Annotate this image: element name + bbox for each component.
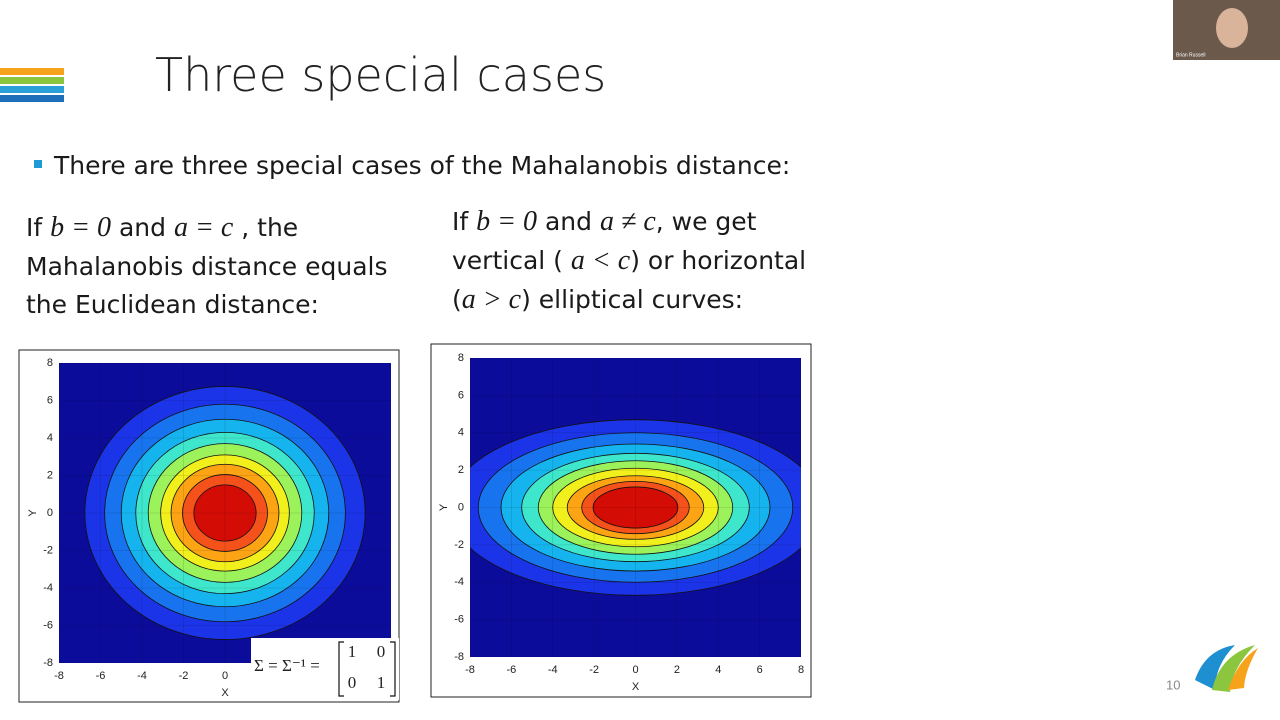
x-tick-label: -4	[548, 664, 558, 676]
y-axis-label: Y	[27, 509, 39, 517]
text: and	[537, 207, 600, 236]
y-tick-label: 0	[47, 507, 53, 519]
text: If	[452, 207, 477, 236]
matrix-entry: 1	[377, 673, 386, 692]
plot-area	[59, 363, 391, 663]
x-tick-label: 6	[757, 664, 763, 676]
x-tick-label: -6	[96, 670, 106, 682]
x-tick-label: -8	[54, 670, 64, 682]
logo-leaf	[1228, 648, 1258, 690]
matrix-bracket	[338, 641, 396, 697]
plot-area	[470, 358, 801, 657]
y-tick-label: -6	[454, 614, 464, 626]
text-line: the Euclidean distance:	[26, 290, 319, 319]
math: a < c	[570, 245, 631, 276]
contour-level	[592, 486, 679, 529]
y-axis-label: Y	[438, 503, 450, 511]
x-tick-label: 2	[674, 664, 680, 676]
text-line: (a > c) elliptical curves:	[452, 284, 743, 316]
x-tick-label: -8	[465, 664, 475, 676]
text-line: Mahalanobis distance equals	[26, 252, 388, 281]
x-axis-label: X	[221, 687, 229, 699]
text: If	[26, 213, 51, 242]
y-tick-label: -4	[43, 582, 53, 594]
logo-leaf	[1195, 645, 1235, 690]
logo-stripe	[0, 86, 64, 93]
y-tick-label: 0	[458, 501, 464, 513]
y-tick-label: -6	[43, 619, 53, 631]
text: (	[452, 285, 462, 314]
y-tick-label: 4	[47, 432, 53, 444]
matrix-entry: 0	[348, 673, 357, 692]
x-tick-label: 0	[632, 664, 638, 676]
x-tick-label: 0	[222, 670, 228, 682]
y-tick-label: -4	[454, 576, 464, 588]
logo-leaf	[1212, 645, 1255, 692]
x-tick-label: 8	[798, 664, 804, 676]
y-tick-label: 8	[458, 352, 464, 364]
text-line: vertical ( a < c) or horizontal	[452, 245, 806, 277]
y-tick-label: 8	[47, 357, 53, 369]
matrix-entry: 0	[377, 642, 386, 661]
text: , the	[233, 213, 299, 242]
x-tick-label: -2	[589, 664, 599, 676]
math: b = 0	[476, 206, 538, 237]
x-tick-label: -2	[179, 670, 189, 682]
logo-stripe	[0, 77, 64, 84]
text: ) or horizontal	[630, 246, 807, 275]
contour-level	[193, 484, 257, 542]
y-tick-label: 4	[458, 427, 464, 439]
matrix-entry: 1	[348, 642, 357, 661]
y-tick-label: -8	[43, 657, 53, 669]
math: b = 0	[50, 212, 112, 243]
y-tick-label: -8	[454, 651, 464, 663]
text: vertical (	[452, 246, 571, 275]
math: a > c	[461, 284, 522, 315]
annotation-box	[251, 638, 399, 700]
logo-stripe	[0, 95, 64, 102]
text-line: If b = 0 and a ≠ c, we get	[452, 206, 757, 238]
y-tick-label: 6	[47, 394, 53, 406]
text: ) elliptical curves:	[521, 285, 744, 314]
webcam-face	[1216, 8, 1248, 48]
x-axis-label: X	[632, 681, 640, 693]
math: a = c	[173, 212, 234, 243]
text: and	[111, 213, 174, 242]
x-tick-label: 4	[715, 664, 721, 676]
logo-stripe	[0, 68, 64, 75]
math: a ≠ c	[599, 206, 656, 237]
slide-title: Three special cases	[155, 48, 607, 102]
x-tick-label: -4	[137, 670, 147, 682]
bullet-text: There are three special cases of the Mah…	[54, 151, 791, 180]
annotation-lhs: Σ = Σ⁻¹ =	[254, 656, 320, 675]
text-line: If b = 0 and a = c , the	[26, 212, 298, 244]
webcam-name: Brian Russell	[1176, 52, 1205, 58]
y-tick-label: -2	[43, 544, 53, 556]
x-tick-label: -6	[506, 664, 516, 676]
bullet-marker	[34, 160, 42, 168]
y-tick-label: 2	[47, 469, 53, 481]
y-tick-label: -2	[454, 539, 464, 551]
page-number: 10	[1166, 677, 1180, 692]
y-tick-label: 2	[458, 464, 464, 476]
y-tick-label: 6	[458, 389, 464, 401]
text: , we get	[655, 207, 757, 236]
